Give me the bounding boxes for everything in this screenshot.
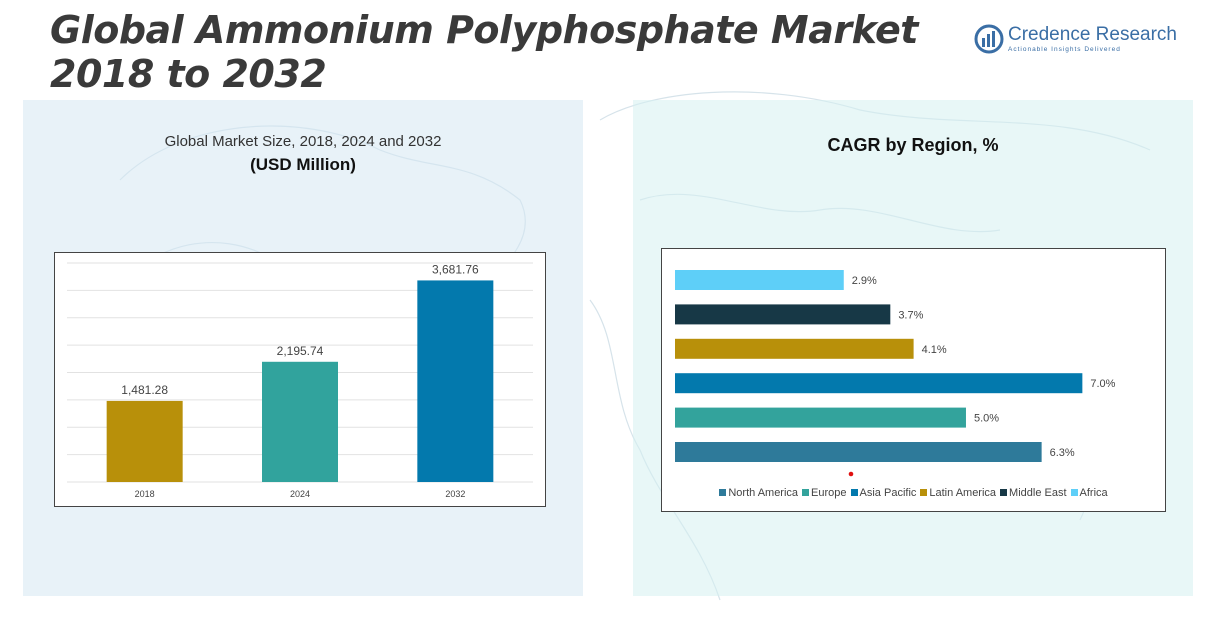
legend-swatch [920,489,928,496]
bar-value-label: 1,481.28 [121,383,168,397]
x-tick-label: 2018 [135,489,155,499]
logo-tagline: Actionable Insights Delivered [1008,46,1121,53]
bar-2018 [106,400,183,482]
bar-africa [675,270,844,290]
bar-latin-america [675,338,914,359]
x-tick-label: 2024 [290,489,310,499]
bar-value-label: 2,195.74 [277,344,324,358]
legend-item: Latin America [920,487,996,499]
bar-europe [675,407,966,428]
page-title: Global Ammonium Polyphosphate Market 201… [50,8,918,96]
legend-swatch [850,489,858,496]
cagr-legend: North America Europe Asia Pacific Latin Ame… [662,487,1165,499]
bar-2032 [417,280,494,482]
legend-swatch [719,489,727,496]
x-tick-label: 2032 [445,489,465,499]
cagr-chart: 6.3% 5.0% 7.0% 4.1% 3.7% 2.9% North America Eu… [661,248,1166,512]
legend-item: Asia Pacific [850,487,917,499]
legend-label: Africa [1079,487,1108,499]
legend-label: Latin America [929,487,997,499]
marker-dot [848,471,854,477]
credence-research-logo: Credence Research Actionable Insights De… [974,22,1177,62]
legend-item: Europe [802,487,847,499]
legend-swatch [802,489,810,496]
legend-swatch [1070,489,1078,496]
legend-swatch [1000,489,1008,496]
legend-label: Middle East [1009,487,1067,499]
legend-item: North America [719,487,798,499]
legend-label: Asia Pacific [859,487,917,499]
legend-item: Africa [1070,487,1108,499]
bar-value-label: 2.9% [852,275,877,287]
bar-value-label: 3,681.76 [432,262,479,276]
market-size-units: (USD Million) [250,155,356,174]
bar-middle-east [675,304,891,325]
market-size-bar-chart: 1,481.28 2018 2,195.74 2024 3,681.76 2032 [67,262,533,499]
legend-label: Europe [811,487,847,499]
bar-2024 [262,361,338,482]
cagr-title: CAGR by Region, % [827,135,999,155]
page-title-line2: 2018 to 2032 [50,52,327,96]
bar-value-label: 5.0% [974,413,999,425]
legend-label: North America [728,487,799,499]
logo-bars-icon [974,24,1004,54]
bar-value-label: 6.3% [1050,447,1075,459]
bar-north-america [675,442,1042,462]
cagr-horizontal-bar-chart: 6.3% 5.0% 7.0% 4.1% 3.7% 2.9% [675,270,1116,477]
page-title-line1: Global Ammonium Polyphosphate Market [50,8,918,52]
market-size-chart: 1,481.28 2018 2,195.74 2024 3,681.76 2032 [54,252,546,507]
bar-asia-pacific [675,373,1083,394]
bar-value-label: 3.7% [898,309,923,321]
bar-value-label: 4.1% [922,344,947,356]
legend-item: Middle East [1000,487,1067,499]
logo-name: Credence Research [1008,24,1177,45]
bar-value-label: 7.0% [1090,378,1115,390]
market-size-title: Global Market Size, 2018, 2024 and 2032 [164,133,442,150]
